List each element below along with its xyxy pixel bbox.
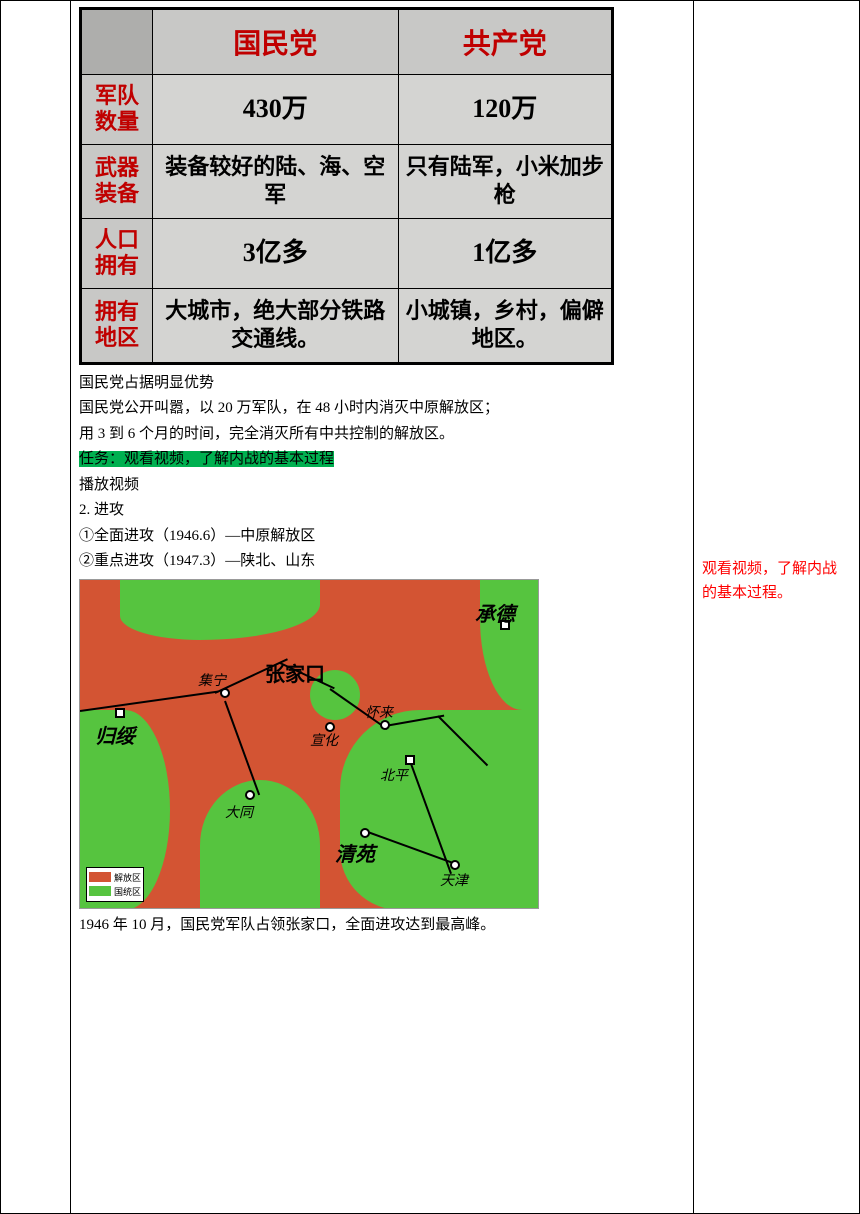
legend-kmt: 国统区 — [89, 885, 141, 898]
legend-label-kmt: 国统区 — [114, 885, 141, 898]
cell-weapons-ccp: 只有陆军，小米加步枪 — [398, 144, 612, 218]
map-dot — [115, 708, 125, 718]
text-conclusion: 1946 年 10 月，国民党军队占领张家口，全面进攻达到最高峰。 — [79, 913, 685, 939]
map-label-beiping: 北平 — [380, 765, 408, 785]
legend-swatch-kmt — [89, 886, 111, 896]
text-advantage: 国民党占据明显优势 — [79, 371, 685, 397]
text-threat-1: 国民党公开叫嚣，以 20 万军队，在 48 小时内消灭中原解放区； — [79, 396, 685, 422]
map-region-kmt — [200, 780, 320, 909]
map-region-kmt — [120, 580, 320, 640]
legend-swatch-liberated — [89, 872, 111, 882]
table-corner-cell — [81, 9, 153, 75]
map-label-qingyuan: 清苑 — [335, 838, 375, 867]
map-label-datong: 大同 — [225, 802, 253, 822]
comparison-table: 国民党 共产党 军队数量 430万 120万 武器装备 装备较好的陆、海、空军 … — [79, 7, 614, 365]
text-attack-1: ①全面进攻（1946.6）—中原解放区 — [79, 524, 685, 550]
map-dot — [245, 790, 255, 800]
map-image: 归绥 集宁 张家口 宣化 怀来 承德 大同 北平 清苑 天津 解放区 国统区 — [79, 579, 539, 909]
map-label-guisui: 归绥 — [95, 720, 135, 749]
task-line: 任务：观看视频，了解内战的基本过程 — [79, 447, 685, 473]
text-threat-2: 用 3 到 6 个月的时间，完全消灭所有中共控制的解放区。 — [79, 422, 685, 448]
cell-terr-ccp: 小城镇，乡村，偏僻地区。 — [398, 288, 612, 363]
map-label-xuanhua: 宣化 — [310, 730, 338, 750]
row-header-weapons: 武器装备 — [81, 144, 153, 218]
col-header-ccp: 共产党 — [398, 9, 612, 75]
table-row: 军队数量 430万 120万 — [81, 75, 613, 145]
table-header-row: 国民党 共产党 — [81, 9, 613, 75]
text-attack-2: ②重点进攻（1947.3）—陕北、山东 — [79, 549, 685, 575]
row-header-population: 人口拥有 — [81, 218, 153, 288]
cell-army-kmt: 430万 — [153, 75, 399, 145]
left-margin-column — [1, 1, 71, 1213]
map-legend: 解放区 国统区 — [86, 867, 144, 902]
table-row: 拥有地区 大城市，绝大部分铁路交通线。 小城镇，乡村，偏僻地区。 — [81, 288, 613, 363]
page-frame: 国民党 共产党 军队数量 430万 120万 武器装备 装备较好的陆、海、空军 … — [0, 0, 860, 1214]
main-content-column: 国民党 共产党 军队数量 430万 120万 武器装备 装备较好的陆、海、空军 … — [71, 1, 694, 1213]
map-label-chengde: 承德 — [475, 598, 515, 627]
table-row: 武器装备 装备较好的陆、海、空军 只有陆军，小米加步枪 — [81, 144, 613, 218]
cell-army-ccp: 120万 — [398, 75, 612, 145]
row-header-territory: 拥有地区 — [81, 288, 153, 363]
map-dot — [360, 828, 370, 838]
map-label-tianjin: 天津 — [440, 870, 468, 890]
map-label-jining: 集宁 — [198, 670, 226, 690]
cell-terr-kmt: 大城市，绝大部分铁路交通线。 — [153, 288, 399, 363]
cell-pop-ccp: 1亿多 — [398, 218, 612, 288]
map-dot — [450, 860, 460, 870]
task-highlight: 任务：观看视频，了解内战的基本过程 — [79, 451, 334, 467]
right-note-text: 观看视频，了解内战的基本过程。 — [702, 557, 851, 605]
map-dot — [405, 755, 415, 765]
cell-pop-kmt: 3亿多 — [153, 218, 399, 288]
legend-liberated: 解放区 — [89, 871, 141, 884]
legend-label-liberated: 解放区 — [114, 871, 141, 884]
map-label-zhangjiakou: 张家口 — [265, 658, 325, 687]
map-label-huailai: 怀来 — [365, 702, 393, 722]
table-row: 人口拥有 3亿多 1亿多 — [81, 218, 613, 288]
right-note-column: 观看视频，了解内战的基本过程。 — [694, 1, 859, 1213]
col-header-kmt: 国民党 — [153, 9, 399, 75]
map-railway — [224, 701, 260, 796]
row-header-army: 军队数量 — [81, 75, 153, 145]
map-railway — [80, 690, 219, 711]
text-play-video: 播放视频 — [79, 473, 685, 499]
cell-weapons-kmt: 装备较好的陆、海、空军 — [153, 144, 399, 218]
text-section-2: 2. 进攻 — [79, 498, 685, 524]
